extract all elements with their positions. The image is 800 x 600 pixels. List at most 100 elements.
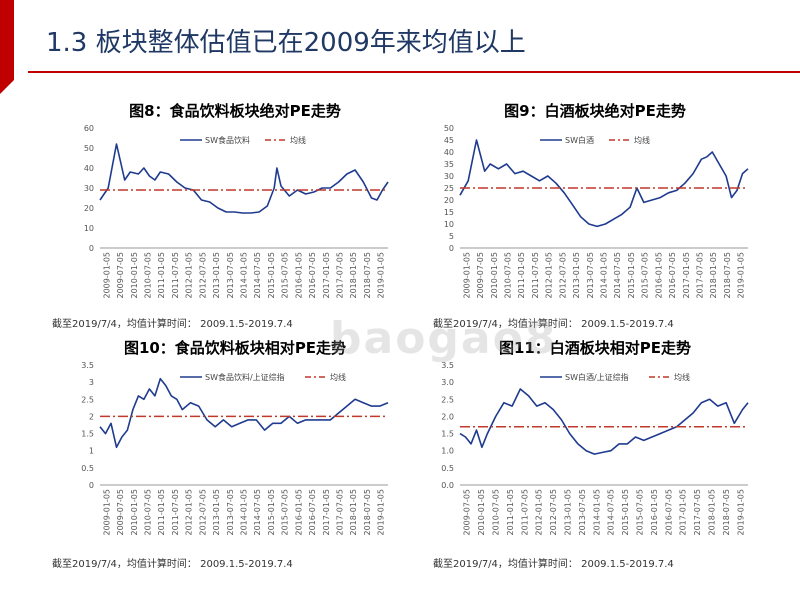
x-tick-label: 2009-07-05 [463,489,472,536]
x-tick-label: 2010-01-05 [130,252,139,299]
x-tick-label: 2013-01-05 [564,489,573,536]
y-tick-label: 0.0 [441,481,454,490]
chart-note-food-abs-pe: 截至2019/7/4，均值计算时间： 2009.1.5-2019.7.4 [52,319,293,330]
x-tick-label: 2013-01-05 [212,489,221,536]
x-tick-label: 2009-07-05 [116,489,125,536]
x-tick-label: 2017-07-05 [696,252,705,299]
x-tick-label: 2017-07-05 [693,489,702,536]
chart-food-abs-pe: 0 10 20 30 40 50 60 2009-01-05 2009-07-05 2010-01… [84,124,389,299]
chart-note-liquor-rel-pe: 截至2019/7/4，均值计算时间： 2009.1.5-2019.7.4 [433,559,674,570]
legend-label-average: 均线 [330,372,346,382]
x-tick-label: 2015-01-05 [627,252,636,299]
y-tick-label: 3.5 [441,361,454,370]
x-tick-label: 2014-07-05 [253,489,262,536]
title-underline [28,71,800,73]
x-tick-label: 2016-07-05 [664,489,673,536]
chart-food-rel-pe: 0 0.5 1 1.5 2 2.5 3 3.5 2009-01-05 2009-07-05 2010… [81,361,389,536]
x-tick-label: 2016-01-05 [294,489,303,536]
x-tick-label: 2010-07-05 [144,489,153,536]
y-tick-label: 45 [444,136,454,145]
x-tick-label: 2012-01-05 [535,489,544,536]
y-tick-label: 2.5 [81,395,94,404]
page-title: 1.3 板块整体估值已在2009年来均值以上 [46,28,526,58]
y-tick-label: 0 [89,244,94,253]
chart-note-liquor-abs-pe: 截至2019/7/4，均值计算时间： 2009.1.5-2019.7.4 [433,319,674,330]
x-tick-label: 2010-07-05 [504,252,513,299]
chart-title: 图8：食品饮料板块绝对PE走势 [129,102,341,120]
y-tick-label: 40 [444,148,454,157]
y-tick-label: 20 [84,204,94,213]
y-tick-label: 30 [444,172,454,181]
x-tick-label: 2017-01-05 [322,489,331,536]
x-tick-label: 2010-01-05 [490,252,499,299]
x-tick-label: 2011-01-05 [506,489,515,536]
x-tick-label: 2017-01-05 [679,489,688,536]
x-tick-label: 2014-01-05 [240,489,249,536]
x-tick-label: 2010-01-05 [477,489,486,536]
y-tick-label: 10 [84,224,94,233]
x-tick-label: 2013-01-05 [572,252,581,299]
x-tick-label: 2015-01-05 [267,252,276,299]
x-tick-label: 2011-07-05 [171,489,180,536]
y-tick-label: 20 [444,196,454,205]
y-tick-label: 2.0 [441,412,454,421]
x-tick-label: 2017-01-05 [322,252,331,299]
x-tick-label: 2017-07-05 [336,252,345,299]
x-tick-label: 2011-01-05 [517,252,526,299]
x-tick-label: 2014-01-05 [240,252,249,299]
x-tick-label: 2018-01-05 [709,252,718,299]
chart-liquor-rel-pe: 0.0 0.5 1.0 1.5 2.0 2.5 3.0 3.5 2009-07-05 2010-0… [441,361,749,536]
x-tick-label: 2012-01-05 [185,252,194,299]
y-tick-label: 1 [89,447,94,456]
y-tick-label: 15 [444,208,454,217]
x-tick-label: 2011-07-05 [171,252,180,299]
chart-panel-liquor-abs-pe: 图9：白酒板块绝对PE走势 0 5 10 15 20 25 30 35 40 45 50 2009-0… [430,100,760,310]
y-tick-label: 1.0 [441,447,454,456]
y-tick-label: 5 [449,232,454,241]
x-tick-label: 2015-01-05 [621,489,630,536]
y-tick-label: 0 [89,481,94,490]
x-tick-label: 2018-01-05 [349,252,358,299]
legend-label-average: 均线 [674,372,690,382]
x-tick-label: 2018-07-05 [723,252,732,299]
x-tick-label: 2012-01-05 [185,489,194,536]
x-tick-label: 2018-01-05 [708,489,717,536]
y-tick-label: 1.5 [81,430,94,439]
x-tick-label: 2016-01-05 [294,252,303,299]
x-tick-label: 2016-01-05 [650,489,659,536]
series-line [99,377,389,449]
x-tick-label: 2013-07-05 [586,252,595,299]
x-tick-label: 2013-07-05 [226,252,235,299]
x-tick-label: 2016-01-05 [654,252,663,299]
x-tick-label: 2015-01-05 [267,489,276,536]
legend-label-series: SW白酒/上证综指 [565,372,629,382]
chart-title: 图11：白酒板块相对PE走势 [498,339,692,357]
y-tick-label: 60 [84,124,94,133]
x-tick-label: 2009-07-05 [476,252,485,299]
x-tick-label: 2017-07-05 [336,489,345,536]
y-tick-label: 50 [444,124,454,133]
x-tick-label: 2018-07-05 [363,252,372,299]
x-tick-label: 2014-07-05 [613,252,622,299]
x-tick-label: 2016-07-05 [308,252,317,299]
x-tick-label: 2015-07-05 [281,252,290,299]
x-tick-label: 2011-01-05 [157,489,166,536]
x-tick-label: 2019-01-05 [377,252,386,299]
x-tick-label: 2014-07-05 [253,252,262,299]
x-tick-label: 2019-01-05 [736,489,745,536]
x-tick-label: 2011-07-05 [520,489,529,536]
y-tick-label: 40 [84,164,94,173]
x-tick-label: 2018-07-05 [363,489,372,536]
y-tick-label: 50 [84,144,94,153]
watermark: baogao8 [330,313,558,364]
x-tick-label: 2010-07-05 [144,252,153,299]
x-tick-label: 2009-01-05 [462,252,471,299]
chart-note-food-rel-pe: 截至2019/7/4，均值计算时间： 2009.1.5-2019.7.4 [52,559,293,570]
x-tick-label: 2011-07-05 [531,252,540,299]
x-tick-label: 2012-07-05 [549,489,558,536]
y-tick-label: 3 [89,378,94,387]
x-tick-label: 2014-07-05 [607,489,616,536]
chart-panel-food-rel-pe: 图10：食品饮料板块相对PE走势 0 0.5 1 1.5 2 2.5 3 3.5 2009-01… [70,337,400,547]
x-tick-label: 2018-01-05 [349,489,358,536]
legend-label-series: SW食品饮料/上证综指 [205,372,285,382]
